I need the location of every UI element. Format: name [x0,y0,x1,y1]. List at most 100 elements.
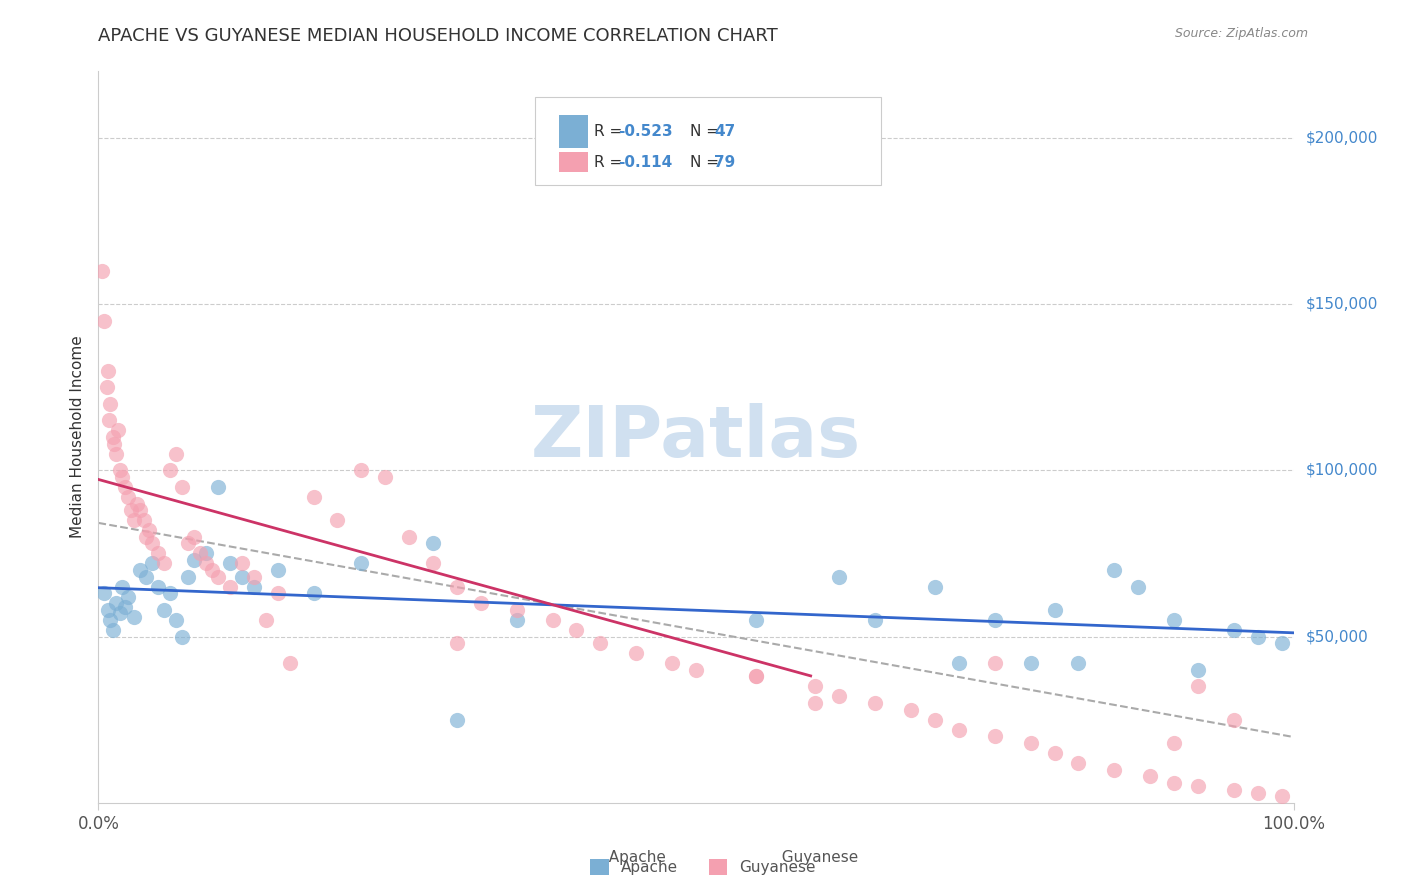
Point [91,264,114,278]
Point [506,613,529,627]
Point [129,503,152,517]
Point [1067,756,1090,770]
Point [177,536,200,550]
Point [624,646,647,660]
Point [101,623,124,637]
Text: R =: R = [595,124,627,139]
Point [828,690,851,704]
Point [374,470,396,484]
Point [1019,656,1042,670]
Point [924,713,946,727]
Point [1163,776,1185,790]
Point [1019,736,1042,750]
Point [924,580,946,594]
Point [105,447,128,461]
Point [745,669,768,683]
Point [105,596,128,610]
Bar [558,115,589,148]
Point [1222,713,1246,727]
Point [111,470,134,484]
Point [101,430,124,444]
Point [135,530,157,544]
Text: APACHE VS GUYANESE MEDIAN HOUSEHOLD INCOME CORRELATION CHART: APACHE VS GUYANESE MEDIAN HOUSEHOLD INCO… [98,27,778,45]
Point [302,490,325,504]
Point [159,463,181,477]
Point [243,570,266,584]
Point [183,553,205,567]
Text: Guyanese: Guyanese [772,850,859,865]
Point [900,703,922,717]
Point [98,613,122,627]
Point [1246,630,1268,644]
Point [446,580,468,594]
Point [124,609,146,624]
Point [97,603,120,617]
Text: $150,000: $150,000 [1305,297,1378,311]
Point [114,480,136,494]
Point [1271,636,1294,650]
Point [219,557,242,571]
Point [1163,613,1185,627]
Point [135,570,157,584]
Point [120,503,142,517]
FancyBboxPatch shape [534,97,882,185]
Text: ZIPatlas: ZIPatlas [531,402,860,472]
Text: -0.523: -0.523 [619,124,673,139]
Point [231,557,253,571]
Point [194,557,217,571]
Point [470,596,492,610]
Point [1222,782,1246,797]
Point [148,580,170,594]
Point [108,463,131,477]
Point [148,546,170,560]
Point [350,557,373,571]
Point [1043,746,1066,760]
Point [153,557,176,571]
Point [745,613,768,627]
Point [141,536,163,550]
Point [207,570,229,584]
Point [422,557,444,571]
Point [983,613,1005,627]
Text: 79: 79 [714,155,735,170]
Text: $200,000: $200,000 [1305,130,1378,145]
Point [1271,789,1294,804]
Point [1102,763,1125,777]
Point [1102,563,1125,577]
Point [124,513,146,527]
Point [194,546,217,560]
Point [863,696,886,710]
Point [1246,786,1268,800]
Point [278,656,301,670]
Point [153,603,176,617]
Point [97,363,120,377]
Point [117,590,139,604]
Point [1139,769,1161,783]
Point [1163,736,1185,750]
Point [1222,623,1246,637]
Point [132,513,155,527]
Text: Source: ZipAtlas.com: Source: ZipAtlas.com [1174,27,1308,40]
Point [201,563,224,577]
Point [267,563,290,577]
Point [1187,779,1209,793]
Text: N =: N = [690,155,724,170]
Point [589,636,612,650]
Point [125,497,148,511]
Point [661,656,683,670]
Point [93,314,115,328]
Point [243,580,266,594]
Text: R =: R = [595,155,627,170]
Point [506,603,529,617]
Point [1128,580,1150,594]
Point [565,623,588,637]
Point [1187,663,1209,677]
Text: N =: N = [690,124,724,139]
Point [165,613,187,627]
Point [863,613,886,627]
Point [804,696,827,710]
Point [422,536,444,550]
Point [948,723,970,737]
Point [183,530,205,544]
Point [254,613,277,627]
